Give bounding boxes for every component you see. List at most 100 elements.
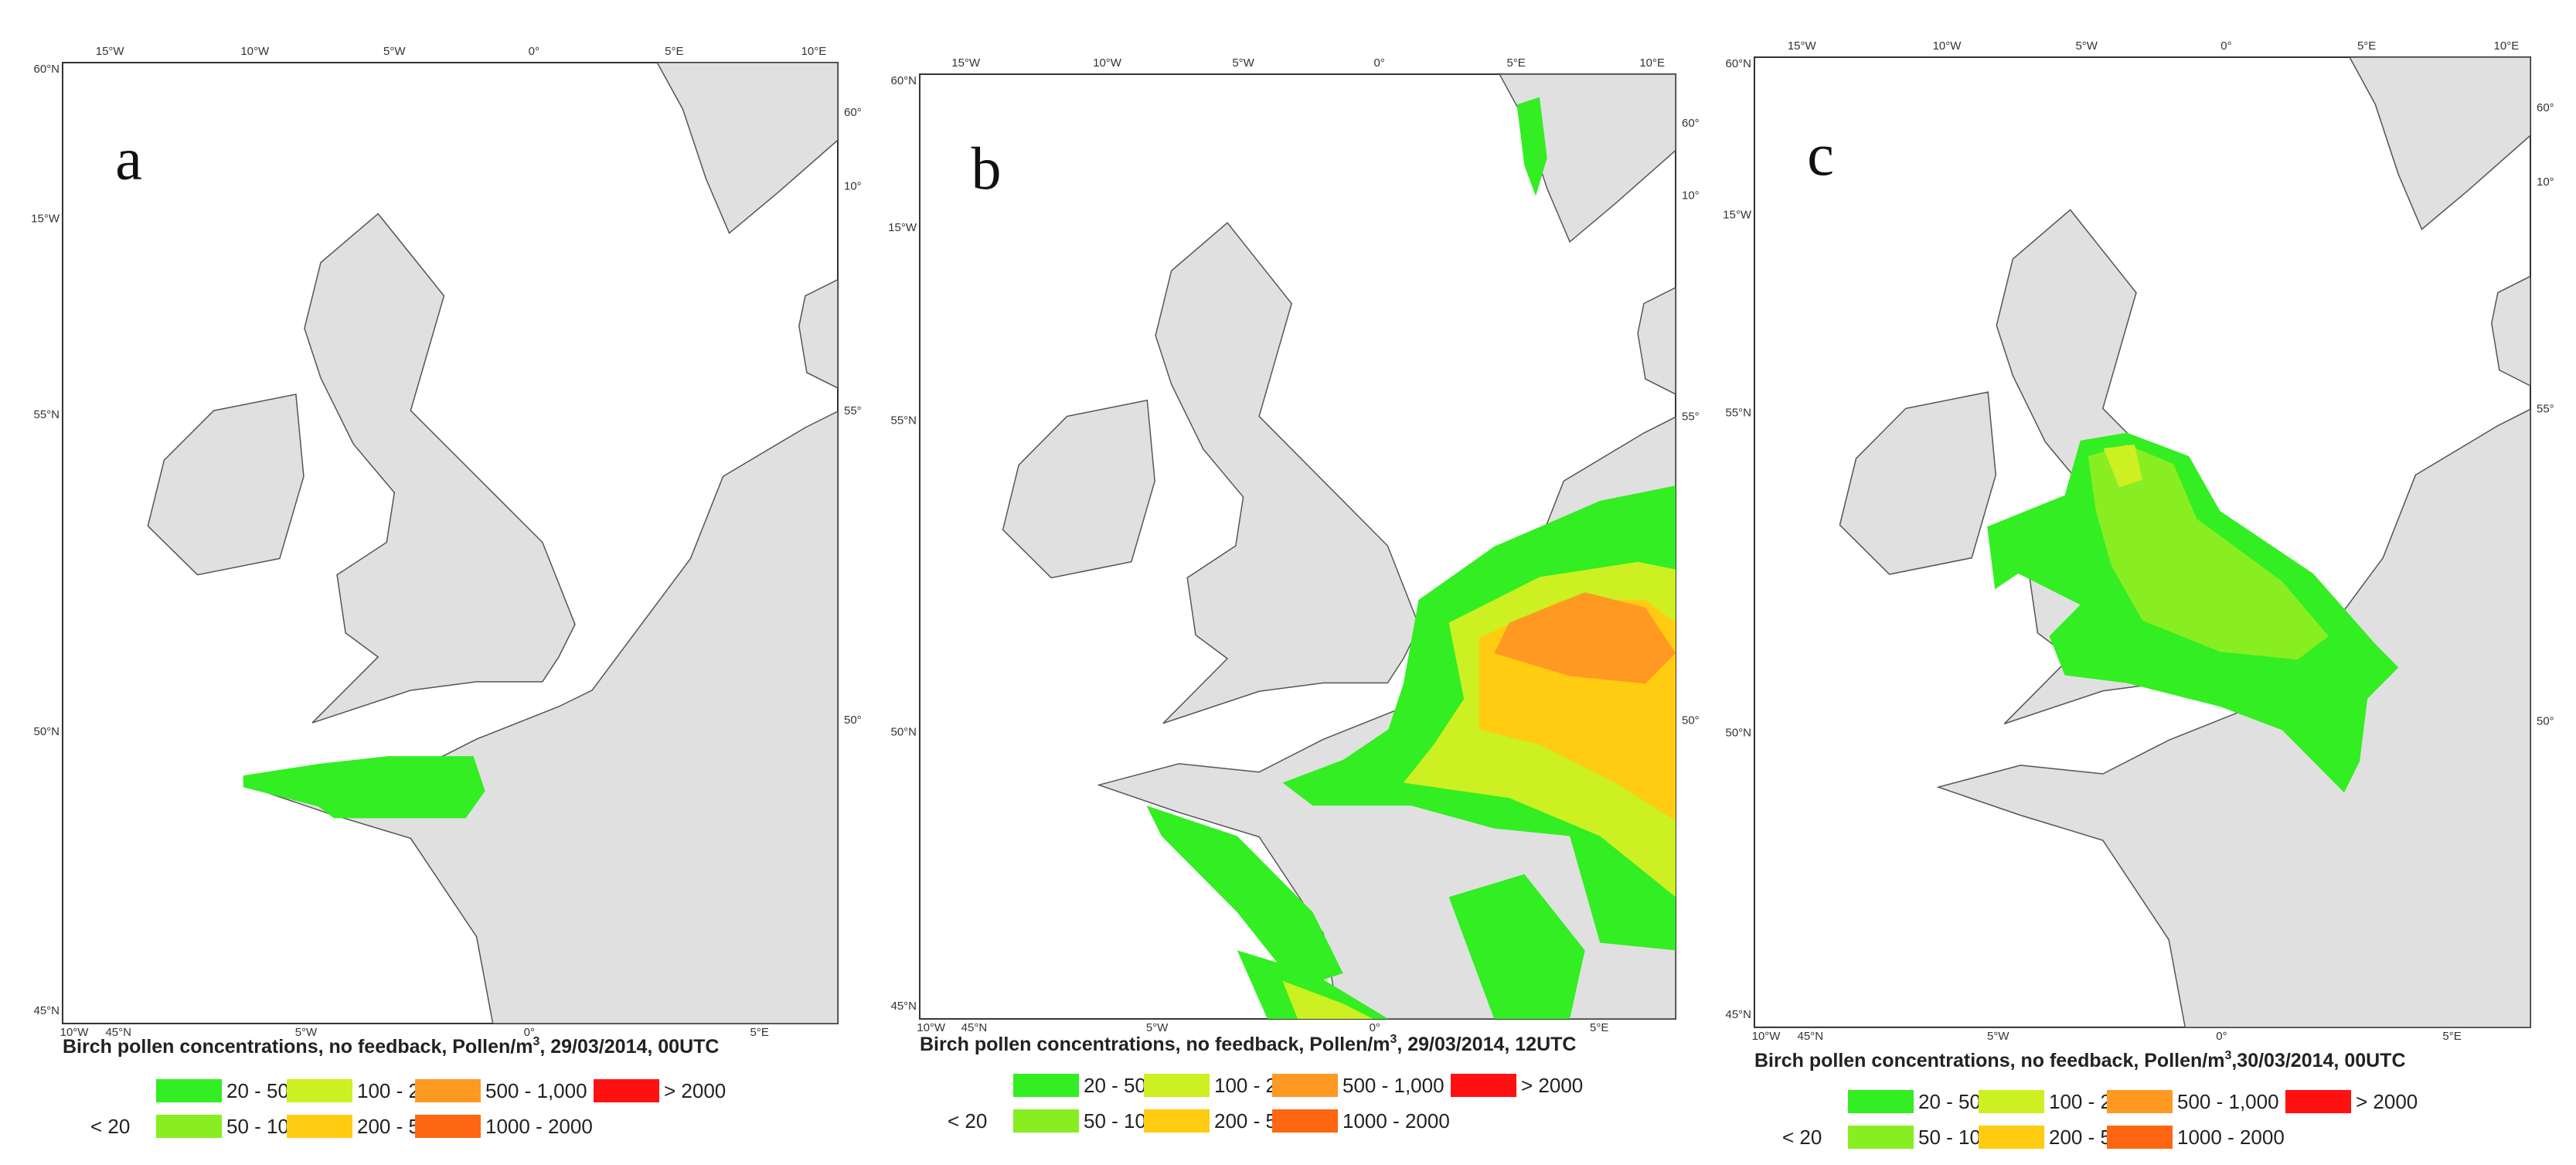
graticule-label: 10°E xyxy=(801,45,827,58)
map-panel xyxy=(61,61,839,1024)
legend-swatch xyxy=(1979,1126,2044,1149)
legend-swatch xyxy=(1013,1074,1079,1097)
legend-label: < 20 xyxy=(90,1115,130,1138)
caption: Birch pollen concentrations, no feedback… xyxy=(1754,1049,2406,1071)
legend-label: 500 - 1,000 xyxy=(1342,1074,1445,1097)
graticule-label: 45°N xyxy=(890,1000,917,1013)
graticule-label: 0° xyxy=(529,45,539,58)
graticule-label: 5°E xyxy=(665,45,683,58)
graticule-label: 5°W xyxy=(1232,56,1254,70)
graticule-label: 60°N xyxy=(890,74,917,87)
graticule-label: 5°W xyxy=(1146,1021,1169,1034)
caption-superscript: 3 xyxy=(1390,1033,1397,1046)
legend-label: > 2000 xyxy=(664,1079,726,1102)
graticule-label: 45°N xyxy=(961,1021,988,1034)
legend-swatch xyxy=(1848,1126,1914,1149)
graticule-label: 50°N xyxy=(1725,726,1751,739)
caption-text: ,30/03/2014, 00UTC xyxy=(2231,1050,2405,1071)
graticule-label: 50°N xyxy=(890,725,917,738)
legend-swatch xyxy=(2107,1126,2173,1149)
caption-superscript: 3 xyxy=(533,1035,539,1048)
graticule-label: 60°N xyxy=(1725,57,1751,70)
graticule-label: 5°W xyxy=(383,45,406,58)
legend-label: 20 - 50 xyxy=(226,1079,289,1102)
legend-swatch xyxy=(1272,1109,1338,1133)
legend-label: 20 - 50 xyxy=(1918,1090,1981,1113)
pollen-area xyxy=(1146,806,1343,989)
pollen-area xyxy=(1448,874,1585,1020)
graticule-label: 55° xyxy=(1682,410,1700,423)
legend-swatch xyxy=(1272,1074,1338,1097)
graticule-label: 10°W xyxy=(60,1026,90,1039)
legend-swatch xyxy=(415,1079,481,1102)
graticule-label: 15°W xyxy=(951,56,981,70)
graticule-label: 50°N xyxy=(33,725,60,738)
graticule-label: 45°N xyxy=(105,1026,131,1039)
graticule-label: 55°N xyxy=(1725,406,1751,419)
graticule-label: 10°W xyxy=(1933,39,1962,53)
graticule-label: 15°W xyxy=(888,221,917,234)
graticule-label: 10° xyxy=(844,179,862,192)
graticule-label: 55°N xyxy=(890,414,917,427)
pollen-area xyxy=(1282,980,1373,1020)
graticule-label: 50° xyxy=(844,714,862,727)
legend-label: < 20 xyxy=(1782,1126,1822,1149)
panel-letter: c xyxy=(1807,121,1834,188)
legend-swatch xyxy=(287,1115,352,1138)
legend-label: 1000 - 2000 xyxy=(2177,1126,2285,1149)
graticule-label: 60°N xyxy=(33,63,60,76)
legend-swatch xyxy=(1013,1109,1079,1133)
graticule-label: 10° xyxy=(2537,175,2554,189)
legend-swatch xyxy=(2107,1090,2173,1113)
graticule-label: 55° xyxy=(2537,402,2554,415)
graticule-label: 0° xyxy=(524,1026,535,1039)
legend-swatch xyxy=(2285,1090,2351,1113)
caption-text: , 29/03/2014, 12UTC xyxy=(1397,1034,1576,1055)
legend-swatch xyxy=(287,1079,352,1102)
graticule-label: 10°E xyxy=(2494,39,2520,53)
legend-swatch xyxy=(1979,1090,2044,1113)
pollen-area xyxy=(2103,444,2142,488)
legend-swatch xyxy=(1144,1074,1210,1097)
graticule-label: 45°N xyxy=(1798,1030,1824,1043)
graticule-label: 5°E xyxy=(2442,1030,2461,1043)
graticule-label: 50° xyxy=(2537,714,2554,727)
legend-label: 1000 - 2000 xyxy=(485,1115,593,1138)
legend-swatch xyxy=(156,1115,222,1138)
graticule-label: 5°E xyxy=(1590,1021,1608,1034)
caption-superscript: 3 xyxy=(2224,1049,2231,1062)
legend-label: < 20 xyxy=(948,1109,987,1133)
graticule-label: 5°E xyxy=(2357,39,2376,53)
legend-label: > 2000 xyxy=(2356,1090,2418,1113)
pollen-area xyxy=(1516,97,1547,196)
legend-swatch xyxy=(415,1115,481,1138)
graticule-label: 15°W xyxy=(31,212,60,225)
map-content xyxy=(1002,74,1676,1020)
graticule-label: 0° xyxy=(2216,1030,2227,1043)
graticule-label: 15°W xyxy=(1723,208,1752,221)
legend-swatch xyxy=(1144,1109,1210,1133)
pollen-area xyxy=(1494,592,1676,684)
pollen-area xyxy=(1237,950,1389,1020)
graticule-label: 10°W xyxy=(1093,56,1122,70)
panel-letter: a xyxy=(115,124,142,192)
pollen-area xyxy=(2088,444,2329,660)
graticule-label: 10°W xyxy=(1752,1030,1781,1043)
legend-swatch xyxy=(1451,1074,1516,1097)
legend-label: 500 - 1,000 xyxy=(2177,1090,2279,1113)
graticule-label: 60° xyxy=(2537,101,2554,114)
graticule-label: 55° xyxy=(844,404,862,417)
graticule-label: 10°W xyxy=(917,1021,946,1034)
graticule-label: 15°W xyxy=(96,45,125,58)
legend-label: 500 - 1,000 xyxy=(485,1079,587,1102)
caption-text: Birch pollen concentrations, no feedback… xyxy=(1754,1050,2224,1071)
legend-swatch xyxy=(594,1079,659,1102)
graticule-label: 5°E xyxy=(750,1026,769,1039)
legend-swatch xyxy=(156,1079,222,1102)
map-content xyxy=(1839,57,2530,1027)
panel-letter: b xyxy=(972,135,1002,202)
graticule-label: 15°W xyxy=(1788,39,1817,53)
map-content xyxy=(147,63,839,1024)
graticule-label: 0° xyxy=(1370,1021,1380,1034)
